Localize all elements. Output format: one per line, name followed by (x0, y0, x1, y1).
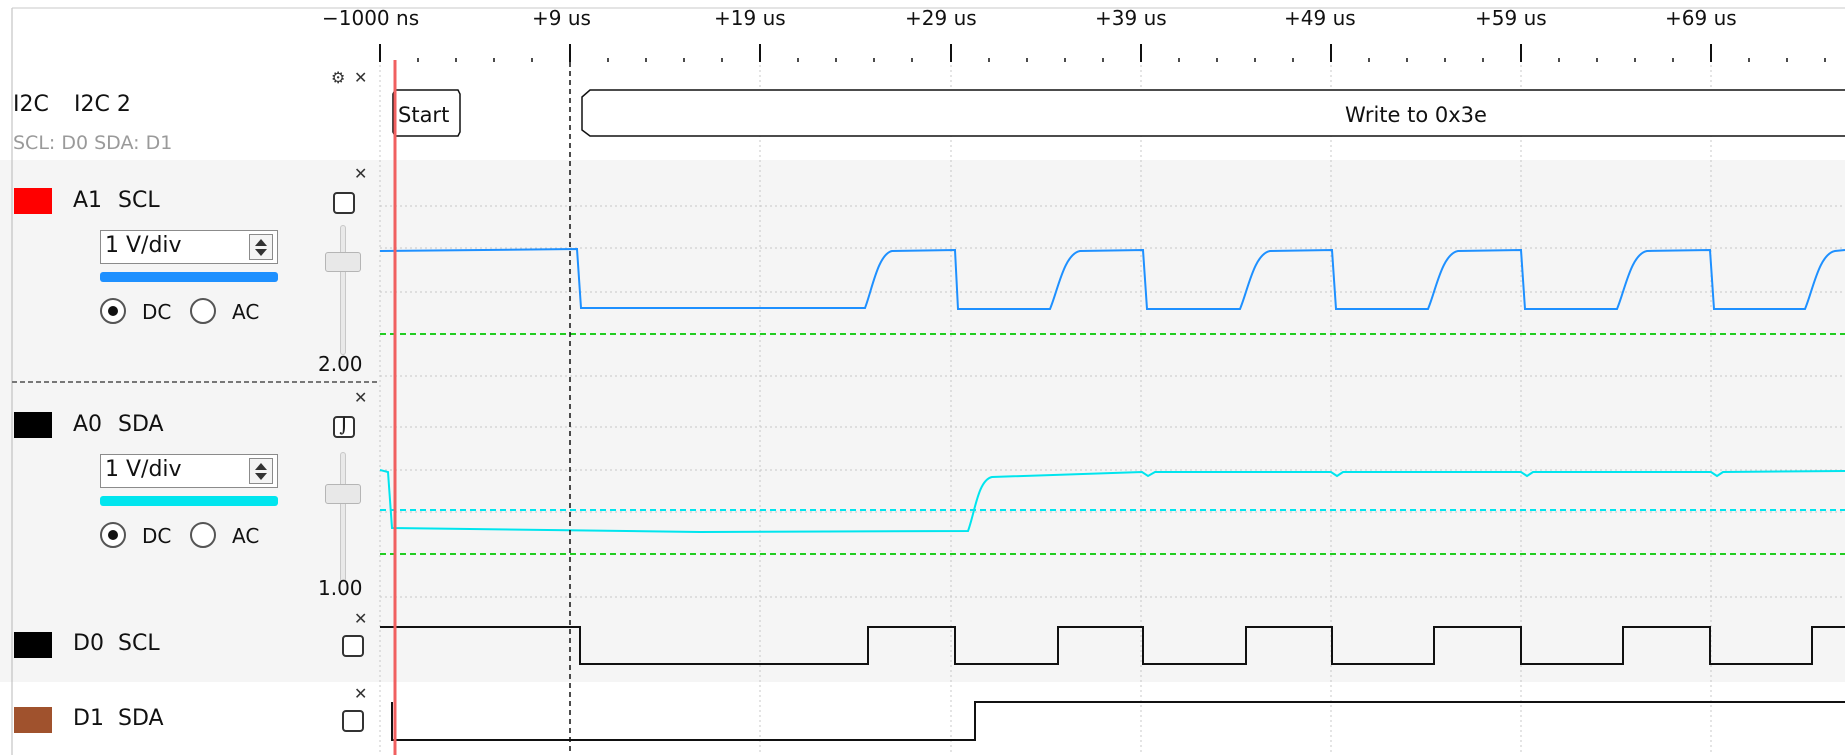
channel-id: D1 (73, 706, 104, 731)
waveform-d0-scl (380, 626, 1845, 665)
vertical-grid (379, 60, 1712, 755)
coupling-ac-label: AC (232, 300, 260, 324)
time-ruler[interactable]: −1000 ns +9 us +19 us +29 us +39 us +49 … (0, 0, 1845, 60)
decoder-pins: SCL: D0 SDA: D1 (13, 132, 173, 154)
waveform-a0-sda (379, 469, 1845, 534)
spin-arrows-icon[interactable] (249, 458, 273, 484)
offset-slider-track[interactable] (340, 225, 346, 355)
coupling-ac-radio[interactable] (190, 522, 216, 548)
annotation-text: Write to 0x3e (1345, 103, 1487, 127)
coupling-dc-radio[interactable] (100, 298, 126, 324)
tick-label: −1000 ns (322, 6, 420, 30)
channel-color-swatch[interactable] (14, 412, 52, 438)
decoder-title: I2C 2 (74, 92, 131, 117)
volts-per-div-select[interactable]: 1 V/div (100, 454, 278, 488)
coupling-dc-radio[interactable] (100, 522, 126, 548)
offset-value: 1.00 (318, 576, 363, 600)
tick-label: +19 us (714, 6, 786, 30)
tick-label: +29 us (905, 6, 977, 30)
channel-name: SCL (118, 631, 160, 656)
coupling-dc-label: DC (142, 524, 172, 548)
channel-color-swatch[interactable] (14, 632, 52, 658)
offset-value: 2.00 (318, 352, 363, 376)
close-icon[interactable]: ✕ (354, 68, 368, 87)
volts-per-div-select[interactable]: 1 V/div (100, 230, 278, 264)
coupling-ac-label: AC (232, 524, 260, 548)
annotation-text: Start (398, 103, 449, 127)
channel-checkbox[interactable] (342, 710, 364, 732)
waveform-d1-sda (391, 701, 1845, 741)
decoder-name: I2C (13, 92, 49, 117)
tick-label: +49 us (1284, 6, 1356, 30)
channel-panel-d0: D0 SCL ✕ (0, 607, 378, 682)
volts-per-div-value: 1 V/div (105, 457, 182, 482)
channel-color-swatch[interactable] (14, 188, 52, 214)
coupling-dc-label: DC (142, 300, 172, 324)
wave-color-bar[interactable] (100, 496, 278, 506)
channel-panel-a0: A0 SDA ✕ ⌡ 1 V/div DC AC 1.00 (0, 382, 378, 607)
horizontal-grid (380, 205, 1845, 598)
trigger-edge-icon[interactable]: ⌡ (333, 416, 355, 438)
coupling-ac-radio[interactable] (190, 298, 216, 324)
volts-per-div-value: 1 V/div (105, 233, 182, 258)
spin-arrows-icon[interactable] (249, 234, 273, 260)
close-icon[interactable]: ✕ (354, 609, 368, 628)
decoder-panel: I2C I2C 2 SCL: D0 SDA: D1 ⚙ ✕ (0, 60, 378, 160)
channel-lane-d1: D1 SDA ✕ (0, 682, 1845, 755)
offset-slider-thumb[interactable] (325, 252, 361, 272)
tick-label: +59 us (1475, 6, 1547, 30)
channel-id: A0 (73, 412, 103, 437)
ruler-major-ticks (379, 44, 1712, 62)
channel-name: SDA (118, 706, 164, 731)
tick-label: +39 us (1095, 6, 1167, 30)
channel-checkbox[interactable] (342, 635, 364, 657)
channel-id: A1 (73, 188, 103, 213)
channel-lane-a0: A0 SDA ✕ ⌡ 1 V/div DC AC 1.00 (0, 382, 1845, 607)
channel-checkbox[interactable] (333, 192, 355, 214)
decoder-annotation-start[interactable]: Start (392, 89, 461, 137)
channel-id: D0 (73, 631, 104, 656)
channel-lane-d0: D0 SCL ✕ (0, 607, 1845, 682)
gear-icon[interactable]: ⚙ (331, 68, 346, 87)
tick-label: +9 us (532, 6, 591, 30)
close-icon[interactable]: ✕ (354, 164, 368, 183)
channel-color-swatch[interactable] (14, 707, 52, 733)
tick-label: +69 us (1665, 6, 1737, 30)
close-icon[interactable]: ✕ (354, 684, 368, 703)
channel-panel-a1: A1 SCL ✕ 1 V/div DC AC 2.00 (0, 160, 378, 382)
offset-slider-track[interactable] (340, 452, 346, 582)
wave-color-bar[interactable] (100, 272, 278, 282)
channel-name: SCL (118, 188, 160, 213)
channel-name: SDA (118, 412, 164, 437)
decoder-annotation-write[interactable]: Write to 0x3e (581, 89, 1845, 137)
channel-lane-a1: A1 SCL ✕ 1 V/div DC AC 2.00 (0, 160, 1845, 382)
close-icon[interactable]: ✕ (354, 388, 368, 407)
offset-slider-thumb[interactable] (325, 484, 361, 504)
channel-panel-d1: D1 SDA ✕ (0, 682, 378, 755)
waveform-a1-scl (379, 247, 1845, 310)
ruler-minor-ticks (417, 58, 1826, 62)
